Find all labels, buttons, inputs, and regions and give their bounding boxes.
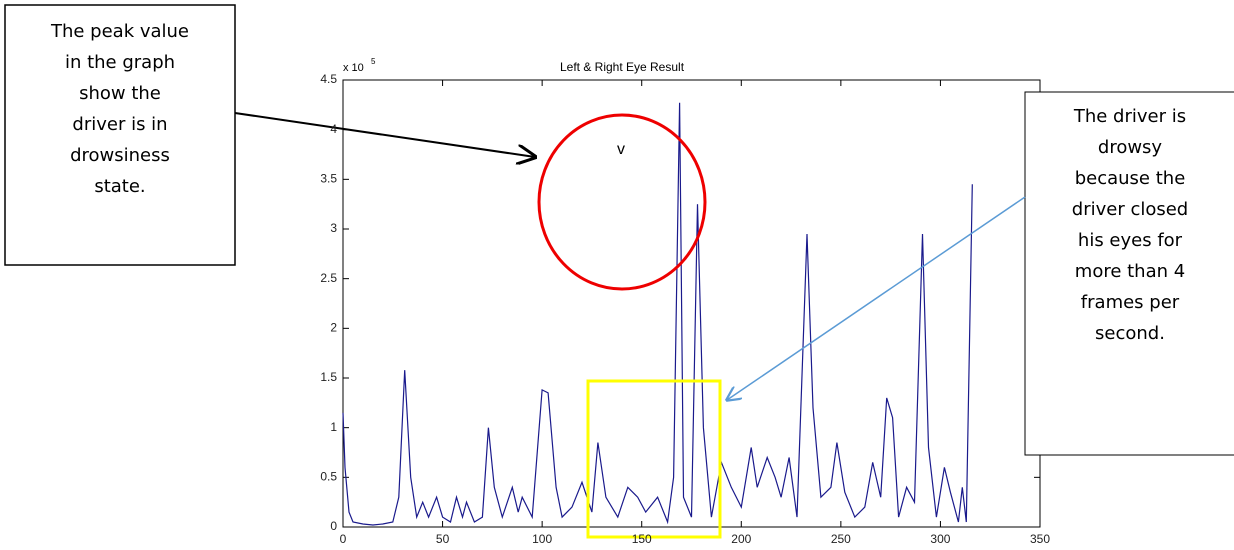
peak-highlight <box>537 113 707 291</box>
right-note-line: drowsy <box>1098 137 1163 158</box>
right-note-line: driver closed <box>1072 199 1188 220</box>
right-note-line: second. <box>1095 323 1165 344</box>
y-tick-label: 2.5 <box>320 271 337 285</box>
x-tick-label: 0 <box>340 532 347 546</box>
x-tick-label: 100 <box>532 532 552 546</box>
x-tick-label: 300 <box>930 532 950 546</box>
plot-frame <box>342 79 1041 528</box>
right-arrow <box>727 196 1026 400</box>
left-note-line: driver is in <box>72 114 167 135</box>
left-note-line: drowsiness <box>70 145 170 166</box>
right-note-line: The driver is <box>1073 106 1186 127</box>
right-note-line: his eyes for <box>1078 230 1183 251</box>
peak-marker: v <box>617 141 625 158</box>
y-tick-label: 1.5 <box>320 370 337 384</box>
y-tick-label: 0.5 <box>320 470 337 484</box>
left-arrow <box>234 112 535 157</box>
left-note-line: in the graph <box>65 52 175 73</box>
y-tick-label: 4.5 <box>320 72 337 86</box>
left-note-line: show the <box>79 83 161 104</box>
x-tick-label: 150 <box>632 532 652 546</box>
y-tick-label: 3.5 <box>320 172 337 186</box>
left-note-box <box>4 4 236 266</box>
y-tick-label: 4 <box>330 122 337 136</box>
y-tick-label: 3 <box>330 221 337 235</box>
y-tick-label: 1 <box>330 420 337 434</box>
x-tick-label: 50 <box>436 532 450 546</box>
data-line <box>342 102 973 526</box>
y-exponent: 5 <box>371 57 376 66</box>
right-note-line: because the <box>1075 168 1186 189</box>
left-note-line: The peak value <box>50 21 189 42</box>
closed-eyes-highlight <box>586 379 722 539</box>
x-tick-label: 350 <box>1030 532 1050 546</box>
right-note-line: more than 4 <box>1075 261 1185 282</box>
x-tick-label: 200 <box>731 532 751 546</box>
x-tick-label: 250 <box>831 532 851 546</box>
right-note-line: frames per <box>1081 292 1180 313</box>
y-tick-label: 0 <box>330 519 337 533</box>
y-tick-label: 2 <box>330 321 337 335</box>
right-note-box <box>1024 91 1234 456</box>
chart-title: Left & Right Eye Result <box>560 60 685 74</box>
left-note-line: state. <box>94 176 145 197</box>
y-multiplier: x 10 <box>343 62 364 74</box>
